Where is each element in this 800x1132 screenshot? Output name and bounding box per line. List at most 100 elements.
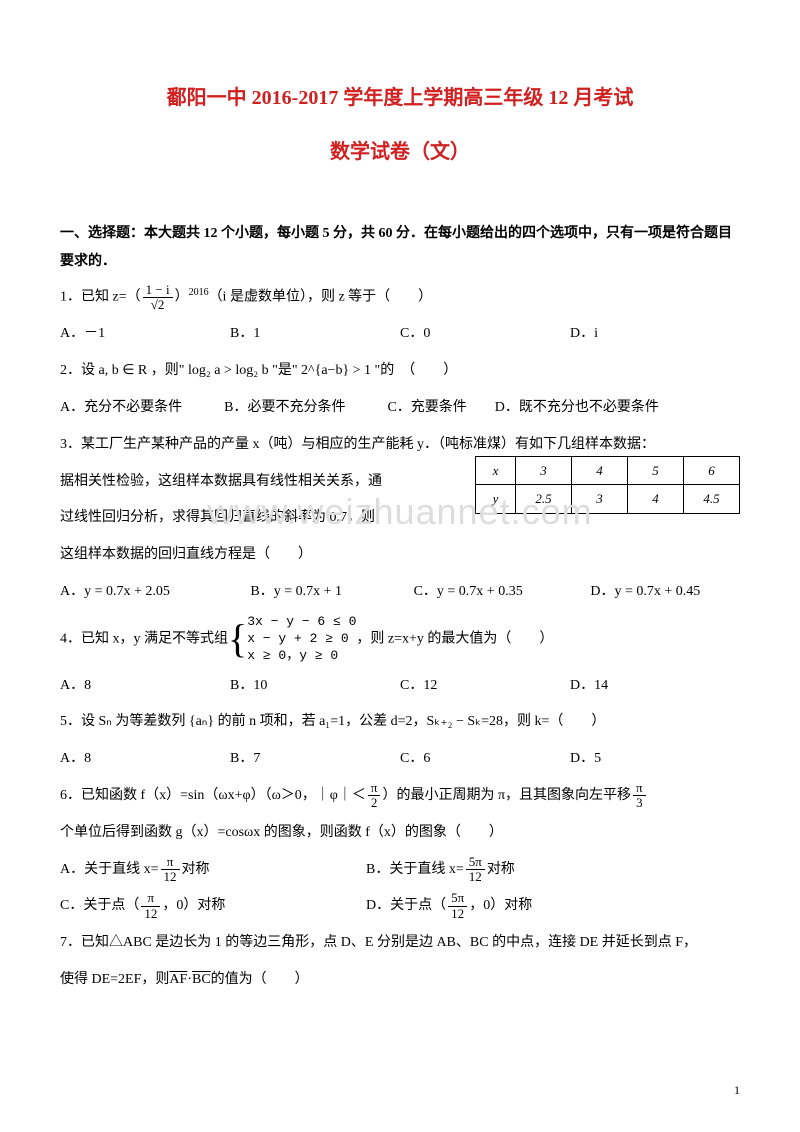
q6-pre: 6．已知函数 f（x）=sin（ωx+φ）（ω＞0，｜φ｜＜ xyxy=(60,788,366,803)
q1-choice-c: C．0 xyxy=(400,319,570,350)
q6d-post: ，0）对称 xyxy=(469,898,532,913)
q1-frac-den: √2 xyxy=(143,298,173,312)
q6-choice-a: A．关于直线 x=π12对称 xyxy=(60,855,366,886)
question-3-line3: 过线性回归分析，求得其回归直线的斜率为 0.7，则 xyxy=(60,503,430,534)
q6-frac1: π2 xyxy=(368,781,381,811)
q3-choice-d: D．y = 0.7x + 0.45 xyxy=(590,577,740,608)
q2-choices: A．充分不必要条件 B．必要不充分条件 C．充要条件 D．既不充分也不必要条件 xyxy=(60,393,740,424)
q6c-n: π xyxy=(141,891,160,906)
q5-choice-b: B．7 xyxy=(230,744,400,775)
td-2: 3 xyxy=(572,485,628,513)
q1-choices: A．－1 B．1 C．0 D．i xyxy=(60,319,740,350)
page-number: 1 xyxy=(734,1080,740,1102)
q4-sys1: 3x − y − 6 ≤ 0 xyxy=(247,614,356,629)
section-header: 一、选择题：本大题共 12 个小题，每小题 5 分，共 60 分．在每小题给出的… xyxy=(60,220,740,276)
main-title: 鄱阳一中 2016-2017 学年度上学期高三年级 12 月考试 xyxy=(60,80,740,116)
q3-choice-b: B．y = 0.7x + 1 xyxy=(250,577,413,608)
q6a-d: 12 xyxy=(161,870,180,884)
q4-choices: A．8 B．10 C．12 D．14 xyxy=(60,671,740,702)
q6a-frac: π12 xyxy=(161,855,180,885)
th-1: 3 xyxy=(516,457,572,485)
q6c-d: 12 xyxy=(141,907,160,921)
q4-system: 3x − y − 6 ≤ 0 x − y + 2 ≥ 0 x ≥ 0，y ≥ 0 xyxy=(247,614,356,665)
q4-choice-d: D．14 xyxy=(570,671,740,702)
q3-choices: A．y = 0.7x + 2.05 B．y = 0.7x + 1 C．y = 0… xyxy=(60,577,740,608)
q1-pre: 1．已知 z=（ xyxy=(60,290,141,305)
td-1: 2.5 xyxy=(516,485,572,513)
q1-choice-b: B．1 xyxy=(230,319,400,350)
sub-title: 数学试卷（文） xyxy=(60,134,740,170)
q6a-pre: A．关于直线 x= xyxy=(60,862,159,877)
q6b-n: 5π xyxy=(466,855,485,870)
q6-choice-d: D．关于点（5π12，0）对称 xyxy=(366,891,672,922)
q7-vec-af: AF xyxy=(169,972,187,987)
q4-choice-c: C．12 xyxy=(400,671,570,702)
q1-exp: 2016 xyxy=(189,287,209,298)
th-4: 6 xyxy=(684,457,740,485)
q6a-n: π xyxy=(161,855,180,870)
q7-vec-bc: BC xyxy=(192,972,211,987)
q6c-post: ，0）对称 xyxy=(162,898,225,913)
q6b-pre: B．关于直线 x= xyxy=(366,862,464,877)
brace-icon: { xyxy=(228,619,247,659)
q6d-pre: D．关于点（ xyxy=(366,898,446,913)
q6-f2n: π xyxy=(633,781,646,796)
question-2: 2．设 a, b ∈ R ，则" log₂ a > log₂ b "是" 2^{… xyxy=(60,356,740,387)
q6-choices-ab: A．关于直线 x=π12对称 B．关于直线 x=5π12对称 xyxy=(60,855,740,886)
q6b-frac: 5π12 xyxy=(466,855,485,885)
q6d-d: 12 xyxy=(448,907,467,921)
question-4: 4．已知 x，y 满足不等式组{3x − y − 6 ≤ 0 x − y + 2 … xyxy=(60,614,740,665)
question-7-line2: 使得 DE=2EF，则AF·BC的值为（ ） xyxy=(60,965,740,996)
question-3-line4: 这组样本数据的回归直线方程是（ ） xyxy=(60,540,430,571)
q6-choice-b: B．关于直线 x=5π12对称 xyxy=(366,855,672,886)
q1-choice-a: A．－1 xyxy=(60,319,230,350)
td-3: 4 xyxy=(628,485,684,513)
td-4: 4.5 xyxy=(684,485,740,513)
td-y: y xyxy=(476,485,516,513)
table-row-header: x 3 4 5 6 xyxy=(476,457,740,485)
question-7-line1: 7．已知△ABC 是边长为 1 的等边三角形，点 D、E 分别是边 AB、BC … xyxy=(60,928,740,959)
q6b-d: 12 xyxy=(466,870,485,884)
q4-pre: 4．已知 x，y 满足不等式组 xyxy=(60,631,228,646)
q6c-frac: π12 xyxy=(141,891,160,921)
q4-choice-b: B．10 xyxy=(230,671,400,702)
question-1: 1．已知 z=（1 − i√2）2016（i 是虚数单位），则 z 等于（ ） xyxy=(60,282,740,313)
q7-pre: 使得 DE=2EF，则 xyxy=(60,972,169,987)
q1-choice-d: D．i xyxy=(570,319,740,350)
q5-choice-a: A．8 xyxy=(60,744,230,775)
question-3-line2: 据相关性检验，这组样本数据具有线性相关关系，通 xyxy=(60,467,430,498)
q3-data-table: x 3 4 5 6 y 2.5 3 4 4.5 xyxy=(475,456,740,514)
q7-post: 的值为（ ） xyxy=(211,972,309,987)
q5-choices: A．8 B．7 C．6 D．5 xyxy=(60,744,740,775)
q6-f1d: 2 xyxy=(368,796,381,810)
q6-f2d: 3 xyxy=(633,796,646,810)
q5-choice-d: D．5 xyxy=(570,744,740,775)
q6a-post: 对称 xyxy=(182,862,210,877)
table-row-data: y 2.5 3 4 4.5 xyxy=(476,485,740,513)
q1-post: ） xyxy=(175,290,189,305)
q1-frac: 1 − i√2 xyxy=(143,283,173,313)
q5-choice-c: C．6 xyxy=(400,744,570,775)
th-2: 4 xyxy=(572,457,628,485)
q1-frac-num: 1 − i xyxy=(143,283,173,298)
q3-choice-c: C．y = 0.7x + 0.35 xyxy=(414,577,591,608)
q4-sys2: x − y + 2 ≥ 0 xyxy=(247,631,348,646)
question-6: 6．已知函数 f（x）=sin（ωx+φ）（ω＞0，｜φ｜＜π2）的最小正周期为… xyxy=(60,781,740,812)
q4-choice-a: A．8 xyxy=(60,671,230,702)
q6-mid: ）的最小正周期为 π，且其图象向左平移 xyxy=(382,788,631,803)
q6c-pre: C．关于点（ xyxy=(60,898,139,913)
q6-f1n: π xyxy=(368,781,381,796)
q6d-frac: 5π12 xyxy=(448,891,467,921)
q4-sys3: x ≥ 0，y ≥ 0 xyxy=(247,648,338,663)
q6b-post: 对称 xyxy=(487,862,515,877)
th-x: x xyxy=(476,457,516,485)
question-5: 5．设 Sₙ 为等差数列 {aₙ} 的前 n 项和，若 a₁=1，公差 d=2，… xyxy=(60,707,740,738)
q6-choices-cd: C．关于点（π12，0）对称 D．关于点（5π12，0）对称 xyxy=(60,891,740,922)
q6-choice-c: C．关于点（π12，0）对称 xyxy=(60,891,366,922)
q3-choice-a: A．y = 0.7x + 2.05 xyxy=(60,577,250,608)
q6-frac2: π3 xyxy=(633,781,646,811)
th-3: 5 xyxy=(628,457,684,485)
q4-post: ，则 z=x+y 的最大值为（ ） xyxy=(356,631,553,646)
q1-end: （i 是虚数单位），则 z 等于（ ） xyxy=(209,290,433,305)
q6d-n: 5π xyxy=(448,891,467,906)
